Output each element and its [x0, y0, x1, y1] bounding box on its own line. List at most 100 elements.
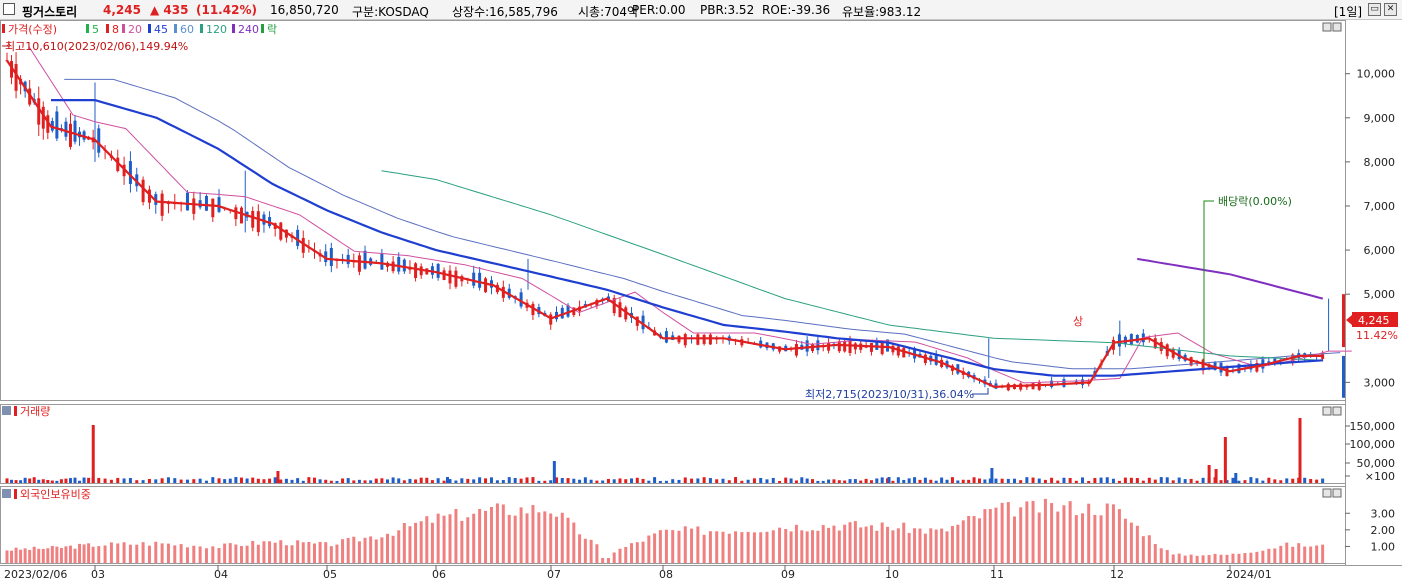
volume-bar: [1043, 479, 1047, 483]
volume-bar: [805, 478, 809, 483]
pbr-value: PBR:3.52: [700, 3, 755, 17]
foreign-bar: [1285, 542, 1289, 563]
volume-bar: [853, 479, 857, 483]
candle-body: [549, 314, 553, 325]
foreign-bar: [789, 531, 793, 563]
foreign-bar: [284, 545, 288, 563]
foreign-bar: [918, 528, 922, 563]
volume-bar: [391, 477, 395, 483]
volume-bar: [128, 478, 132, 483]
volume-bar: [46, 479, 50, 483]
candle-body: [454, 270, 458, 287]
volume-tick-label: ×100: [1365, 470, 1395, 483]
foreign-bar: [832, 525, 836, 563]
volume-bar: [555, 477, 559, 483]
volume-bar: [1309, 479, 1313, 483]
candle-body: [192, 198, 196, 214]
candle-body: [805, 340, 809, 352]
volume-bar: [513, 478, 517, 483]
foreign-bar: [141, 542, 145, 563]
candle-body: [185, 192, 189, 211]
volume-bar: [385, 479, 389, 483]
volume-bar: [746, 479, 750, 483]
volume-bar: [324, 479, 328, 483]
volume-bar: [454, 480, 458, 483]
foreign-bar: [589, 539, 593, 563]
volume-bar: [1099, 477, 1103, 483]
period-button[interactable]: [1일]: [1334, 5, 1363, 19]
volume-bar: [312, 477, 316, 483]
foreign-bar: [972, 516, 976, 563]
foreign-bar: [913, 528, 917, 563]
restore-button[interactable]: ▭: [1368, 3, 1381, 16]
price-change: ▲ 435: [150, 3, 189, 17]
candle-body: [37, 98, 41, 125]
volume-bar: [759, 477, 763, 483]
volume-bar: [425, 477, 429, 483]
foreign-bar: [290, 545, 294, 563]
volume-panel-title: 거래량: [2, 405, 50, 418]
volume-bar: [23, 477, 27, 483]
candle-body: [886, 339, 890, 352]
foreign-bar: [664, 529, 668, 563]
candle-body: [913, 348, 917, 359]
volume-bar: [843, 480, 847, 483]
candle-body: [472, 272, 476, 286]
volume-bar: [765, 479, 769, 483]
volume-bar: [185, 479, 189, 483]
volume-bar: [837, 480, 841, 483]
foreign-bar: [352, 536, 356, 563]
foreign-bar: [198, 546, 202, 563]
foreign-bar: [425, 516, 429, 563]
candle-body: [10, 61, 14, 78]
stock-name: 핑거스토리: [22, 5, 78, 19]
volume-bar: [961, 479, 965, 483]
volume-bar: [442, 480, 446, 483]
candle-body: [484, 278, 488, 293]
candle-body: [256, 211, 260, 233]
foreign-bar: [848, 522, 852, 563]
edge-candle: [1342, 294, 1345, 348]
volume-bar: [859, 480, 863, 483]
foreign-bar: [478, 509, 482, 563]
volume-bar: [50, 480, 54, 483]
foreign-bar: [595, 544, 599, 563]
foreign-bar: [166, 543, 170, 563]
volume-bar: [352, 480, 356, 483]
foreign-bar: [10, 550, 14, 563]
volume-bar: [891, 480, 895, 483]
candle-body: [380, 252, 384, 270]
close-button[interactable]: ✕: [1384, 3, 1397, 16]
dividend-annotation: 배당락(0.00%): [1218, 195, 1292, 208]
low-annotation: 최저2,715(2023/10/31),36.04%: [805, 388, 974, 401]
volume-spike: [1207, 465, 1211, 483]
volume-bar: [430, 480, 434, 483]
volume-bar: [671, 479, 675, 483]
stock-chart[interactable]: 10,000 9,000 8,000 7,000 6,000 5,000 3,000 150,…: [0, 20, 1402, 582]
foreign-bar: [1273, 548, 1277, 563]
volume-bar: [708, 478, 712, 483]
volume-bar: [972, 477, 976, 483]
volume-bar: [816, 480, 820, 483]
foreign-bar: [1213, 553, 1217, 563]
volume-bar: [419, 477, 423, 483]
volume-bar: [727, 480, 731, 483]
price-tick-label: 8,000: [1364, 156, 1396, 169]
volume-bar: [624, 479, 628, 483]
foreign-bar: [414, 522, 418, 563]
volume-bar: [677, 479, 681, 483]
foreign-bar: [1231, 553, 1235, 563]
foreign-bar: [740, 532, 744, 563]
foreign-bar: [73, 548, 77, 563]
candle-body: [251, 210, 255, 228]
foreign-bar: [307, 541, 311, 563]
foreign-bar: [531, 505, 535, 563]
foreign-bar: [1219, 554, 1223, 563]
candle-body: [329, 247, 333, 266]
foreign-bar: [173, 545, 177, 563]
foreign-bar: [1291, 546, 1295, 563]
foreign-bar: [945, 531, 949, 563]
foreign-bar: [811, 530, 815, 563]
volume-bar: [902, 479, 906, 483]
foreign-bar: [1171, 554, 1175, 563]
